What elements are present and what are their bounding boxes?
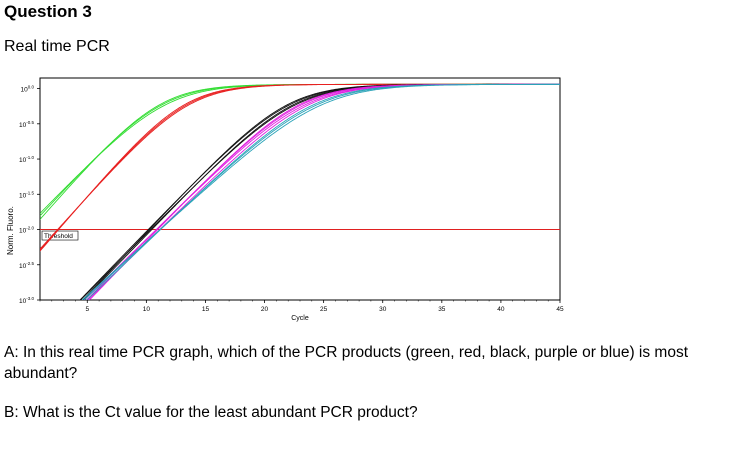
x-tick-label: 30: [379, 306, 387, 313]
threshold-label: Threshold: [44, 233, 73, 240]
x-tick-label: 10: [143, 306, 151, 313]
question-subtitle: Real time PCR: [4, 38, 110, 55]
x-tick-label: 45: [556, 306, 564, 313]
question-title: Question 3: [4, 2, 92, 21]
x-tick-label: 25: [320, 306, 328, 313]
y-tick-label: 10-3.0: [19, 296, 34, 305]
x-tick-label: 40: [497, 306, 505, 313]
pcr-chart: 100.0 10-0.5 10-1.0 10-1.5 10-2.0 10-2.5 10-3.…: [0, 70, 580, 332]
x-tick-label: 5: [85, 306, 89, 313]
y-tick-label: 10-2.0: [19, 226, 34, 235]
y-tick-label: 100.0: [21, 85, 35, 94]
y-tick-label: 10-2.5: [19, 261, 34, 270]
y-tick-label: 10-1.0: [19, 155, 34, 164]
y-tick-label: 10-0.5: [19, 120, 34, 129]
y-axis-label: Norm. Fluoro.: [6, 206, 15, 255]
y-tick-label: 10-1.5: [19, 190, 34, 199]
x-tick-label: 35: [438, 306, 446, 313]
plot-frame: [39, 77, 561, 301]
x-tick-label: 20: [261, 306, 269, 313]
pcr-chart-svg: 100.0 10-0.5 10-1.0 10-1.5 10-2.0 10-2.5 10-3.…: [6, 77, 564, 322]
question-b: B: What is the Ct value for the least ab…: [4, 404, 418, 421]
threshold-label-box: [41, 230, 79, 241]
x-axis-label: Cycle: [291, 315, 309, 322]
amplification-curve: [86, 83, 560, 300]
x-tick-label: 15: [202, 306, 210, 313]
question-a: A: In this real time PCR graph, which of…: [4, 344, 689, 382]
